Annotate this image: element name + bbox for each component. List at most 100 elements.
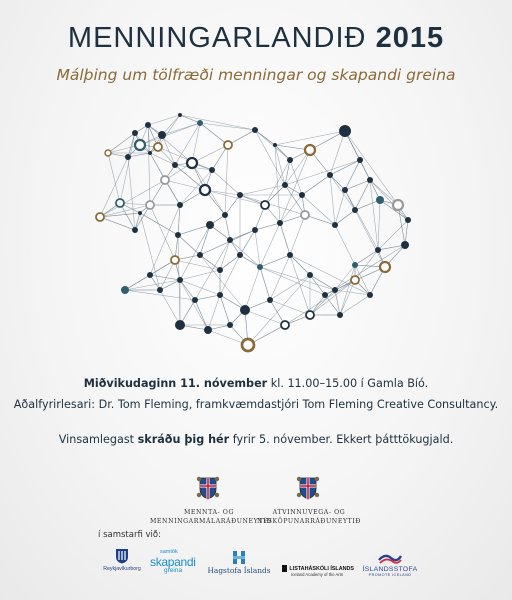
registration-link[interactable]: skráðu þig hér	[137, 433, 230, 446]
network-link	[369, 179, 409, 221]
network-link	[207, 294, 221, 331]
network-node	[322, 292, 328, 298]
network-link	[334, 224, 356, 266]
network-link	[259, 266, 336, 291]
network-link	[274, 144, 291, 161]
network-link	[147, 124, 151, 154]
network-node	[132, 130, 138, 136]
network-node	[197, 120, 203, 126]
network-link	[309, 130, 346, 151]
network-node	[227, 322, 233, 328]
network-link	[179, 114, 256, 131]
network-link	[329, 130, 346, 176]
network-link	[254, 222, 281, 231]
title-year: 2015	[375, 22, 445, 54]
network-link	[301, 194, 336, 226]
network-link	[269, 254, 291, 301]
network-node	[352, 262, 358, 268]
network-link	[139, 212, 179, 236]
network-link	[179, 279, 221, 296]
network-link	[219, 254, 241, 296]
network-link	[124, 289, 196, 301]
network-node	[267, 297, 273, 303]
network-link	[329, 174, 336, 226]
hagstofa-logo: Hagstofa Íslands	[206, 550, 272, 575]
network-node	[327, 172, 333, 178]
network-link	[199, 122, 256, 131]
network-node	[148, 151, 152, 155]
network-link	[219, 239, 231, 271]
coat-of-arms-icon	[296, 476, 320, 500]
network-link	[329, 174, 346, 191]
network-link	[309, 289, 336, 316]
skapandi-logo: samtök skapandi greina	[150, 549, 198, 574]
network-node	[401, 241, 409, 249]
network-link	[279, 149, 311, 224]
network-link	[344, 159, 361, 191]
skapandi-small: samtök	[160, 549, 178, 555]
network-link	[269, 299, 311, 316]
network-link	[224, 194, 241, 216]
network-link	[354, 249, 379, 266]
network-node	[350, 275, 360, 285]
islandsstofa-wave-icon	[378, 554, 403, 564]
network-link	[179, 279, 196, 301]
network-link	[179, 269, 221, 281]
ministry-right-line2: NÝSKÖPUNARRÁÐUNEYTIÐ	[257, 518, 361, 525]
network-node	[299, 192, 305, 198]
network-link	[289, 254, 311, 316]
network-link	[254, 229, 261, 268]
network-link	[329, 174, 356, 211]
network-link	[324, 244, 406, 296]
network-link	[149, 152, 176, 166]
network-node	[145, 122, 151, 128]
network-node	[206, 221, 214, 229]
network-node	[223, 140, 233, 150]
network-node	[115, 198, 125, 208]
event-time-place: kl. 11.00–15.00 í Gamla Bíó.	[267, 377, 429, 390]
islandsstofa-sub: PROMOTE ICELAND	[368, 573, 412, 577]
network-node	[339, 125, 351, 137]
network-node	[185, 156, 199, 170]
network-node	[204, 326, 212, 334]
network-link	[107, 132, 136, 154]
network-link	[284, 159, 291, 186]
network-link	[344, 189, 356, 211]
network-link	[284, 149, 311, 186]
network-link	[259, 222, 281, 268]
keynote-speaker: Aðalfyrirlesari: Dr. Tom Fleming, framkv…	[13, 398, 499, 411]
network-node	[342, 187, 348, 193]
network-link	[354, 209, 386, 268]
network-link	[124, 279, 181, 291]
network-link	[199, 254, 246, 311]
network-link	[344, 179, 371, 191]
network-link	[149, 152, 166, 181]
network-link	[139, 122, 201, 146]
network-link	[199, 254, 221, 271]
hagstofa-name: Hagstofa Íslands	[207, 566, 271, 575]
network-link	[264, 159, 291, 206]
network-node	[217, 292, 223, 298]
network-link	[354, 179, 371, 211]
network-node	[391, 198, 405, 212]
network-link	[177, 234, 201, 256]
network-node	[125, 154, 131, 160]
network-link	[139, 212, 161, 291]
network-node	[170, 255, 180, 265]
network-link	[164, 179, 206, 191]
network-link	[191, 122, 201, 164]
network-link	[99, 179, 166, 218]
network-node	[198, 183, 212, 197]
network-link	[157, 146, 213, 171]
network-link	[309, 279, 356, 316]
network-link	[344, 130, 399, 206]
network-link	[119, 132, 136, 204]
network-link	[339, 294, 371, 316]
network-link	[199, 122, 229, 146]
network-link	[99, 216, 136, 231]
network-link	[324, 294, 341, 316]
lhi-square-icon	[282, 565, 288, 572]
network-link	[194, 294, 221, 301]
islandsstofa-name: ÍSLANDSSTOFA	[362, 566, 418, 573]
network-node	[287, 252, 293, 258]
